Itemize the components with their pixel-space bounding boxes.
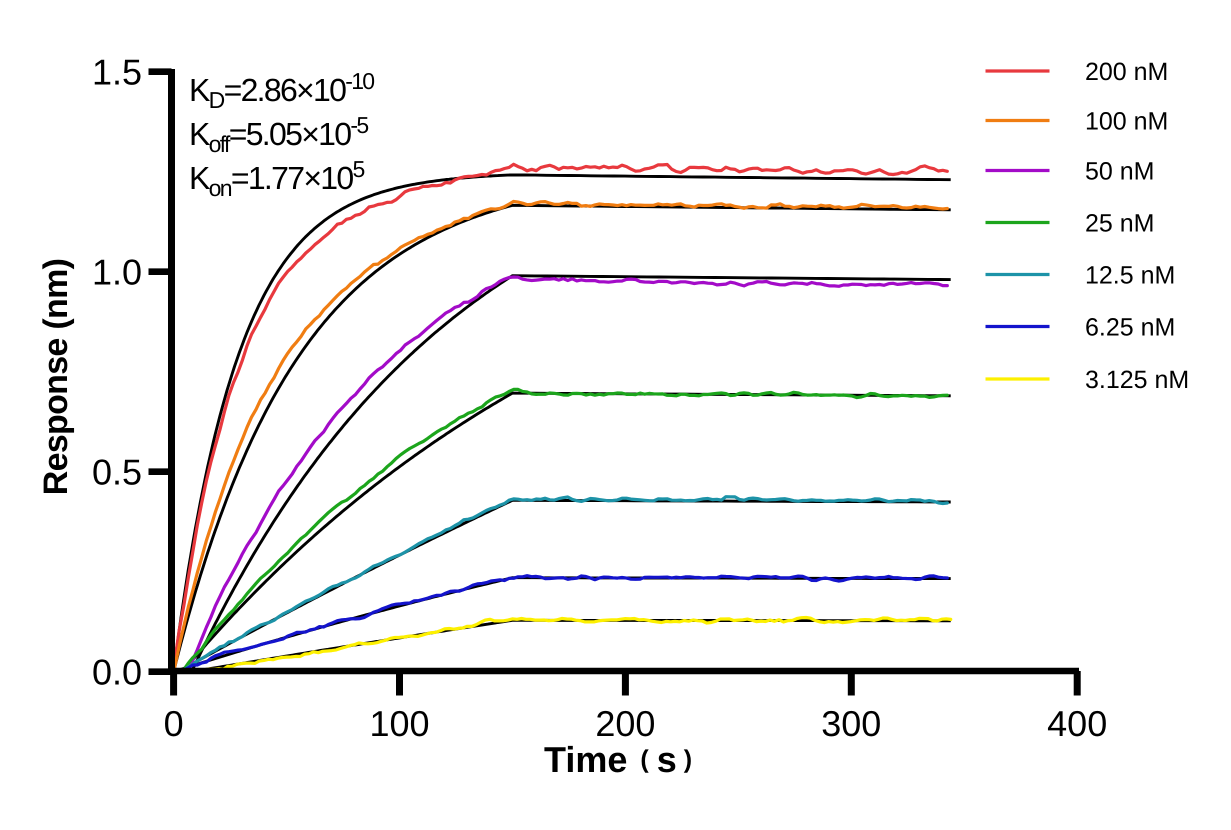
svg-text:25 nM: 25 nM — [1085, 210, 1154, 238]
svg-text:400: 400 — [1047, 703, 1107, 744]
svg-text:100 nM: 100 nM — [1085, 108, 1168, 136]
svg-text:0: 0 — [164, 703, 184, 744]
svg-text:Koff=5.05×10-5: Koff=5.05×10-5 — [189, 112, 368, 157]
svg-text:0.5: 0.5 — [92, 452, 142, 493]
svg-text:KD=2.86×10-10: KD=2.86×10-10 — [189, 68, 374, 113]
svg-text:1.5: 1.5 — [92, 52, 142, 93]
svg-text:1.0: 1.0 — [92, 252, 142, 293]
svg-text:3.125 nM: 3.125 nM — [1085, 366, 1189, 394]
svg-text:100: 100 — [369, 703, 429, 744]
svg-text:Response (nm): Response (nm) — [37, 259, 75, 496]
svg-text:0.0: 0.0 — [92, 652, 142, 693]
svg-text:12.5 nM: 12.5 nM — [1085, 262, 1175, 290]
svg-text:6.25 nM: 6.25 nM — [1085, 314, 1175, 342]
svg-text:Time(s): Time(s) — [544, 739, 692, 780]
svg-text:200 nM: 200 nM — [1085, 58, 1168, 86]
svg-text:200: 200 — [595, 703, 655, 744]
svg-text:300: 300 — [821, 703, 881, 744]
svg-text:50 nM: 50 nM — [1085, 158, 1154, 186]
